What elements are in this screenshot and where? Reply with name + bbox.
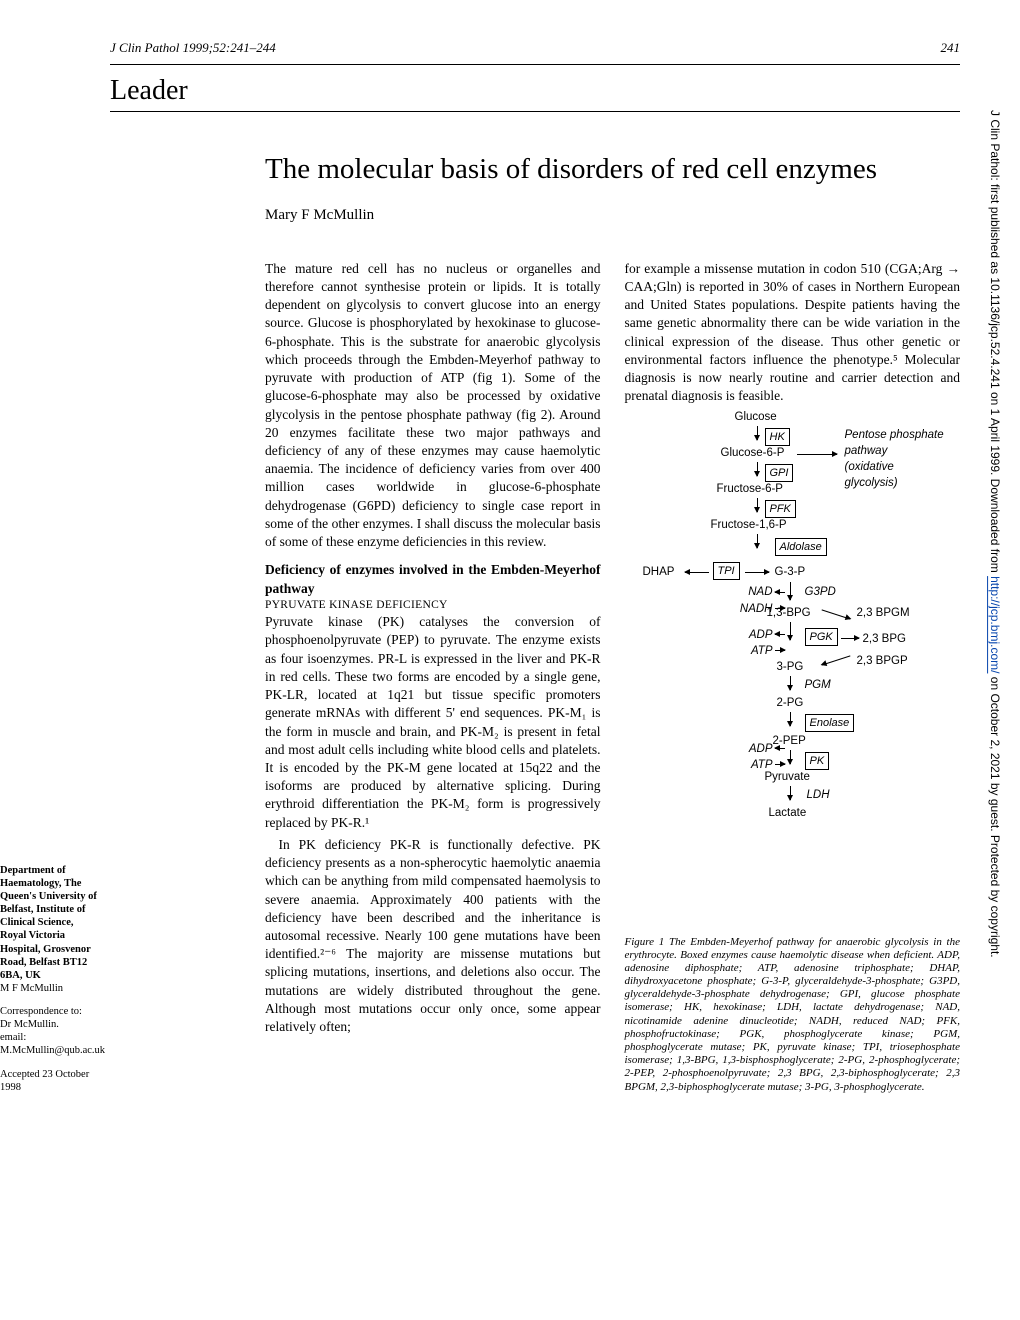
journal-name: J Clin Pathol [110,40,179,55]
affil-name: M F McMullin [0,982,100,995]
corr-email: M.McMullin@qub.ac.uk [0,1044,100,1057]
rule-under-label [110,111,960,112]
node-atp1: ATP [713,644,773,660]
arrow [685,572,709,573]
side-note-prefix: J Clin Pathol: first published as 10.113… [988,110,1002,576]
node-adp1: ADP [713,628,773,644]
corr-email-label: email: [0,1031,100,1044]
node-23bpgm: 2,3 BPGM [857,606,910,622]
arrow [790,750,791,764]
para-pk1: Pyruvate kinase (PK) catalyses the conve… [265,613,601,832]
node-glucose: Glucose [735,410,777,426]
node-pentose1: Pentose phosphate [845,428,944,444]
enz-pk: PK [805,752,830,771]
enz-tpi: TPI [713,562,740,581]
arrow [821,609,850,619]
arrow [790,712,791,726]
node-pentose4: glycolysis) [845,476,898,492]
arrow [790,676,791,690]
arrow [775,634,785,635]
para-pk2: In PK deficiency PK-R is functionally de… [265,836,601,1036]
figure-1: Glucose HK Glucose-6-P Pentose phosphate… [625,410,961,930]
article-title: The molecular basis of disorders of red … [265,152,960,187]
node-23bpg: 2,3 BPG [863,632,906,648]
subhead-embden: Deficiency of enzymes involved in the Em… [265,561,601,597]
arrow [821,655,850,665]
node-g3p: G-3-P [775,565,806,581]
node-f16p: Fructose-1,6-P [711,518,787,534]
node-pentose2: pathway [845,444,888,460]
arrow [797,454,837,455]
arrow [775,748,785,749]
accepted-date: Accepted 23 October 1998 [0,1068,100,1094]
node-lactate: Lactate [769,806,807,822]
arrow [790,786,791,800]
affil-dept: Department of Haematology, The Queen's U… [0,864,100,982]
node-pyruvate: Pyruvate [765,770,810,786]
enz-enolase: Enolase [805,714,855,733]
arrow [841,638,859,639]
enz-pfk: PFK [765,500,796,519]
arrow [790,582,791,600]
arrow [757,498,758,512]
node-dhap: DHAP [643,565,675,581]
para-intro: The mature red cell has no nucleus or or… [265,260,601,552]
arrow [745,572,769,573]
node-nad: NAD [713,585,773,601]
page-number: 241 [941,40,961,56]
node-g6p: Glucose-6-P [721,446,785,462]
arrow [775,764,785,765]
running-head: J Clin Pathol 1999;52:241–244 241 [110,40,960,56]
arrow [775,650,785,651]
enz-ldh: LDH [807,788,830,804]
node-adp2: ADP [713,742,773,758]
enz-aldolase: Aldolase [775,538,827,557]
column-left: The mature red cell has no nucleus or or… [265,260,601,1094]
node-f6p: Fructose-6-P [717,482,783,498]
enz-gpi: GPI [765,464,794,483]
subhead-pk: PYRUVATE KINASE DEFICIENCY [265,598,601,614]
arrow [757,534,758,548]
enz-pgk: PGK [805,628,838,647]
arrow [757,426,758,440]
affiliation-block: Department of Haematology, The Queen's U… [0,864,100,1094]
rule-top [110,64,960,65]
arrow [757,462,758,476]
node-atp2: ATP [713,758,773,774]
node-23bpgp: 2,3 BPGP [857,654,908,670]
side-copyright-note: J Clin Pathol: first published as 10.113… [988,110,1002,958]
corr-label: Correspondence to: [0,1005,100,1018]
author: Mary F McMullin [265,207,960,224]
column-right: for example a missense mutation in codon… [625,260,961,1094]
node-3pg: 3-PG [777,660,804,676]
citation: 1999;52:241–244 [183,40,276,55]
node-pentose3: (oxidative [845,460,894,476]
node-2pg: 2-PG [777,696,804,712]
node-nadh: NADH [713,602,773,618]
side-note-link[interactable]: http://jcp.bmj.com/ [988,576,1002,673]
enz-hk: HK [765,428,790,447]
arrow [790,622,791,640]
enz-pgm: PGM [805,678,831,694]
para-col2: for example a missense mutation in codon… [625,260,961,406]
figure-1-caption: Figure 1 The Embden-Meyerhof pathway for… [625,936,961,1094]
enz-g3pd: G3PD [805,585,836,601]
corr-name: Dr McMullin. [0,1018,100,1031]
side-note-suffix: on October 2, 2021 by guest. Protected b… [988,673,1002,957]
arrow [775,592,785,593]
section-label: Leader [110,75,960,107]
node-13bpg: 1,3-BPG [767,606,811,622]
